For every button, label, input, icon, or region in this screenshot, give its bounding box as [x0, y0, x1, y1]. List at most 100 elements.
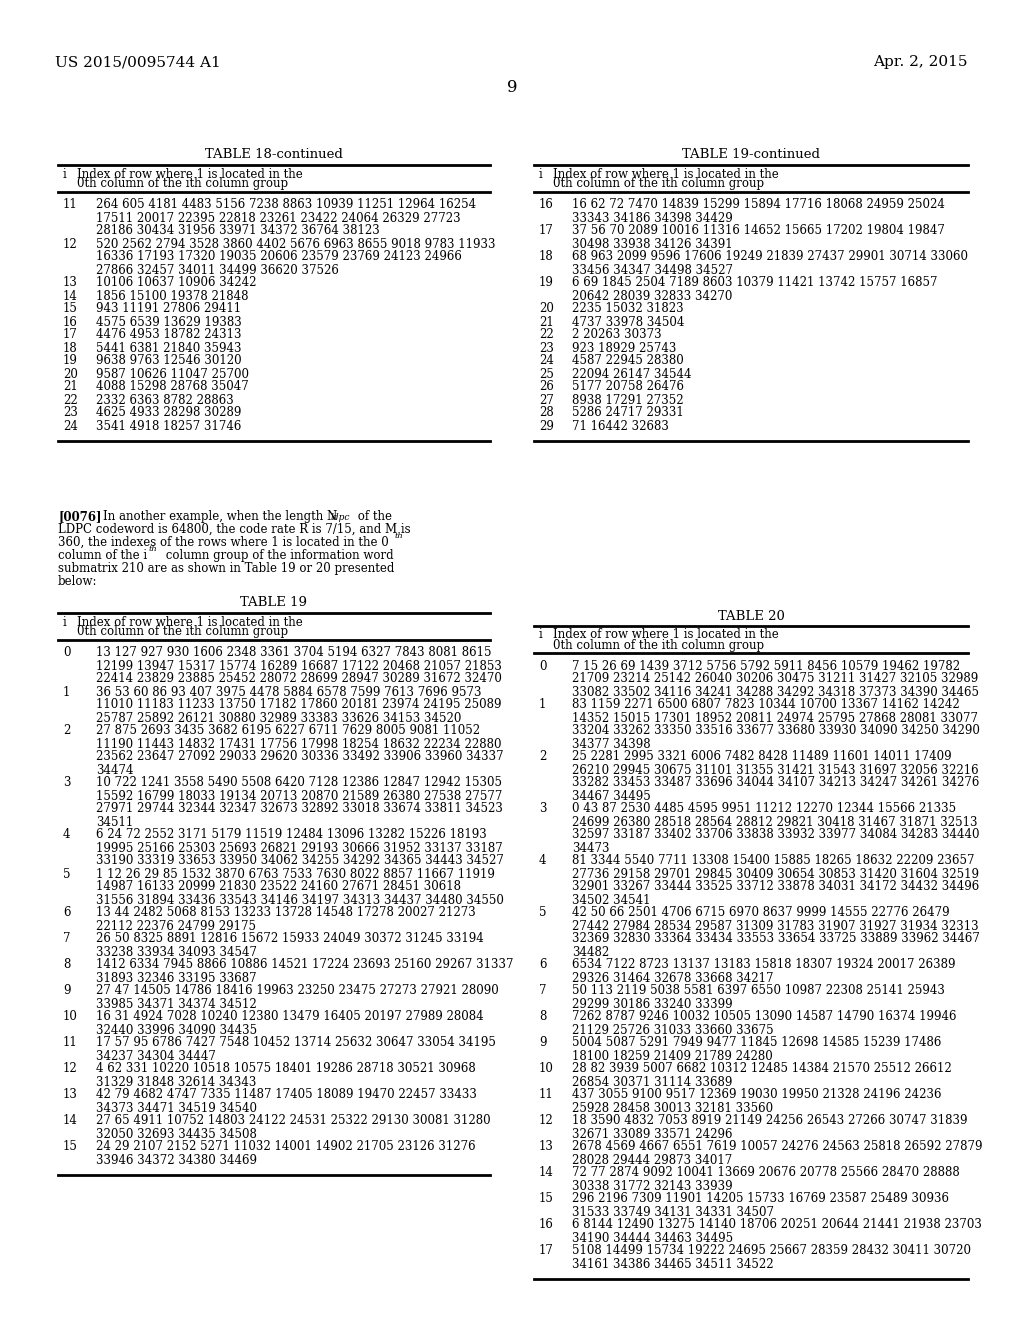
- Text: 5: 5: [539, 907, 547, 920]
- Text: 32597 33187 33402 33706 33838 33932 33977 34084 34283 34440: 32597 33187 33402 33706 33838 33932 3397…: [572, 829, 980, 842]
- Text: Index of row where 1 is located in the: Index of row where 1 is located in the: [77, 168, 303, 181]
- Text: 13: 13: [63, 1089, 78, 1101]
- Text: 19: 19: [539, 276, 554, 289]
- Text: 0: 0: [539, 660, 547, 672]
- Text: 31533 33749 34131 34331 34507: 31533 33749 34131 34331 34507: [572, 1205, 774, 1218]
- Text: 32369 32830 33364 33434 33553 33654 33725 33889 33962 34467: 32369 32830 33364 33434 33553 33654 3372…: [572, 932, 980, 945]
- Text: column group of the information word: column group of the information word: [162, 549, 393, 562]
- Text: 27 65 4911 10752 14803 24122 24531 25322 29130 30081 31280: 27 65 4911 10752 14803 24122 24531 25322…: [96, 1114, 490, 1127]
- Text: 12: 12: [63, 238, 78, 251]
- Text: 17 57 95 6786 7427 7548 10452 13714 25632 30647 33054 34195: 17 57 95 6786 7427 7548 10452 13714 2563…: [96, 1036, 496, 1049]
- Text: 20642 28039 32833 34270: 20642 28039 32833 34270: [572, 289, 732, 302]
- Text: 4088 15298 28768 35047: 4088 15298 28768 35047: [96, 380, 249, 393]
- Text: LDPC codeword is 64800, the code rate R is 7/15, and M is: LDPC codeword is 64800, the code rate R …: [58, 523, 411, 536]
- Text: i: i: [63, 615, 67, 628]
- Text: 33343 34186 34398 34429: 33343 34186 34398 34429: [572, 211, 733, 224]
- Text: 42 50 66 2501 4706 6715 6970 8637 9999 14555 22776 26479: 42 50 66 2501 4706 6715 6970 8637 9999 1…: [572, 907, 949, 920]
- Text: 21709 23214 25142 26040 30206 30475 31211 31427 32105 32989: 21709 23214 25142 26040 30206 30475 3121…: [572, 672, 978, 685]
- Text: In another example, when the length N: In another example, when the length N: [103, 510, 337, 523]
- Text: 27866 32457 34011 34499 36620 37526: 27866 32457 34011 34499 36620 37526: [96, 264, 339, 276]
- Text: i: i: [63, 168, 67, 181]
- Text: 5286 24717 29331: 5286 24717 29331: [572, 407, 684, 420]
- Text: 25: 25: [539, 367, 554, 380]
- Text: 8938 17291 27352: 8938 17291 27352: [572, 393, 684, 407]
- Text: 33204 33262 33350 33516 33677 33680 33930 34090 34250 34290: 33204 33262 33350 33516 33677 33680 3393…: [572, 725, 980, 738]
- Text: 34237 34304 34447: 34237 34304 34447: [96, 1049, 216, 1063]
- Text: 29299 30186 33240 33399: 29299 30186 33240 33399: [572, 998, 732, 1011]
- Text: 26: 26: [539, 380, 554, 393]
- Text: 2332 6363 8782 28863: 2332 6363 8782 28863: [96, 393, 233, 407]
- Text: 4575 6539 13629 19383: 4575 6539 13629 19383: [96, 315, 242, 329]
- Text: TABLE 20: TABLE 20: [718, 610, 784, 623]
- Text: 33946 34372 34380 34469: 33946 34372 34380 34469: [96, 1154, 257, 1167]
- Text: 32901 33267 33444 33525 33712 33878 34031 34172 34432 34496: 32901 33267 33444 33525 33712 33878 3403…: [572, 880, 979, 894]
- Text: 21129 25726 31033 33660 33675: 21129 25726 31033 33660 33675: [572, 1023, 773, 1036]
- Text: 25 2281 2995 3321 6006 7482 8428 11489 11601 14011 17409: 25 2281 2995 3321 6006 7482 8428 11489 1…: [572, 751, 951, 763]
- Text: 16: 16: [539, 1218, 554, 1232]
- Text: th: th: [150, 545, 158, 553]
- Text: 296 2196 7309 11901 14205 15733 16769 23587 25489 30936: 296 2196 7309 11901 14205 15733 16769 23…: [572, 1192, 949, 1205]
- Text: 12: 12: [539, 1114, 554, 1127]
- Text: 2: 2: [63, 725, 71, 738]
- Text: 14: 14: [539, 1167, 554, 1180]
- Text: 4737 33978 34504: 4737 33978 34504: [572, 315, 684, 329]
- Text: 34190 34444 34463 34495: 34190 34444 34463 34495: [572, 1232, 733, 1245]
- Text: 11: 11: [539, 1089, 554, 1101]
- Text: 19: 19: [63, 355, 78, 367]
- Text: 6 69 1845 2504 7189 8603 10379 11421 13742 15757 16857: 6 69 1845 2504 7189 8603 10379 11421 137…: [572, 276, 938, 289]
- Text: 15: 15: [63, 302, 78, 315]
- Text: 14: 14: [63, 1114, 78, 1127]
- Text: i: i: [539, 168, 543, 181]
- Text: 34511: 34511: [96, 816, 133, 829]
- Text: th: th: [395, 532, 403, 540]
- Text: TABLE 18-continued: TABLE 18-continued: [205, 149, 343, 161]
- Text: 31329 31848 32614 34343: 31329 31848 32614 34343: [96, 1076, 256, 1089]
- Text: 22094 26147 34544: 22094 26147 34544: [572, 367, 691, 380]
- Text: 0th column of the ith column group: 0th column of the ith column group: [553, 639, 764, 652]
- Text: 6: 6: [539, 958, 547, 972]
- Text: 7: 7: [539, 985, 547, 998]
- Text: 4 62 331 10220 10518 10575 18401 19286 28718 30521 30968: 4 62 331 10220 10518 10575 18401 19286 2…: [96, 1063, 476, 1076]
- Text: 2678 4569 4667 6551 7619 10057 24276 24563 25818 26592 27879: 2678 4569 4667 6551 7619 10057 24276 245…: [572, 1140, 982, 1154]
- Text: 23562 23647 27092 29033 29620 30336 33492 33906 33960 34337: 23562 23647 27092 29033 29620 30336 3349…: [96, 751, 504, 763]
- Text: Index of row where 1 is located in the: Index of row where 1 is located in the: [553, 168, 778, 181]
- Text: 34467 34495: 34467 34495: [572, 789, 650, 803]
- Text: 33282 33453 33487 33696 34044 34107 34213 34247 34261 34276: 33282 33453 33487 33696 34044 34107 3421…: [572, 776, 979, 789]
- Text: 15592 16799 18033 19134 20713 20870 21589 26380 27538 27577: 15592 16799 18033 19134 20713 20870 2158…: [96, 789, 503, 803]
- Text: 6: 6: [63, 907, 71, 920]
- Text: 33190 33319 33653 33950 34062 34255 34292 34365 34443 34527: 33190 33319 33653 33950 34062 34255 3429…: [96, 854, 504, 867]
- Text: 9: 9: [63, 985, 71, 998]
- Text: 3: 3: [539, 803, 547, 816]
- Text: 923 18929 25743: 923 18929 25743: [572, 342, 677, 355]
- Text: 32440 33996 34090 34435: 32440 33996 34090 34435: [96, 1023, 257, 1036]
- Text: column of the i: column of the i: [58, 549, 147, 562]
- Text: 18 3590 4832 7053 8919 21149 24256 26543 27266 30747 31839: 18 3590 4832 7053 8919 21149 24256 26543…: [572, 1114, 968, 1127]
- Text: 0th column of the ith column group: 0th column of the ith column group: [77, 626, 288, 639]
- Text: 4476 4953 18782 24313: 4476 4953 18782 24313: [96, 329, 242, 342]
- Text: 4: 4: [539, 854, 547, 867]
- Text: 13: 13: [539, 1140, 554, 1154]
- Text: 27736 29158 29701 29845 30409 30654 30853 31420 31604 32519: 27736 29158 29701 29845 30409 30654 3085…: [572, 867, 979, 880]
- Text: 943 11191 27806 29411: 943 11191 27806 29411: [96, 302, 241, 315]
- Text: 0th column of the ith column group: 0th column of the ith column group: [553, 177, 764, 190]
- Text: 9638 9763 12546 30120: 9638 9763 12546 30120: [96, 355, 242, 367]
- Text: 8: 8: [539, 1011, 547, 1023]
- Text: 28028 29444 29873 34017: 28028 29444 29873 34017: [572, 1154, 732, 1167]
- Text: 14352 15015 17301 18952 20811 24974 25795 27868 28081 33077: 14352 15015 17301 18952 20811 24974 2579…: [572, 711, 978, 725]
- Text: 7 15 26 69 1439 3712 5756 5792 5911 8456 10579 19462 19782: 7 15 26 69 1439 3712 5756 5792 5911 8456…: [572, 660, 961, 672]
- Text: 37 56 70 2089 10016 11316 14652 15665 17202 19804 19847: 37 56 70 2089 10016 11316 14652 15665 17…: [572, 224, 945, 238]
- Text: 23: 23: [539, 342, 554, 355]
- Text: 0: 0: [63, 647, 71, 660]
- Text: 3541 4918 18257 31746: 3541 4918 18257 31746: [96, 420, 242, 433]
- Text: 33238 33934 34093 34547: 33238 33934 34093 34547: [96, 945, 257, 958]
- Text: 23: 23: [63, 407, 78, 420]
- Text: 26854 30371 31114 33689: 26854 30371 31114 33689: [572, 1076, 732, 1089]
- Text: 16336 17193 17320 19035 20606 23579 23769 24123 24966: 16336 17193 17320 19035 20606 23579 2376…: [96, 251, 462, 264]
- Text: 11: 11: [63, 1036, 78, 1049]
- Text: 14987 16133 20999 21830 23522 24160 27671 28451 30618: 14987 16133 20999 21830 23522 24160 2767…: [96, 880, 461, 894]
- Text: 36 53 60 86 93 407 3975 4478 5884 6578 7599 7613 7696 9573: 36 53 60 86 93 407 3975 4478 5884 6578 7…: [96, 685, 481, 698]
- Text: 13 127 927 930 1606 2348 3361 3704 5194 6327 7843 8081 8615: 13 127 927 930 1606 2348 3361 3704 5194 …: [96, 647, 492, 660]
- Text: 11: 11: [63, 198, 78, 211]
- Text: 12199 13947 15317 15774 16289 16687 17122 20468 21057 21853: 12199 13947 15317 15774 16289 16687 1712…: [96, 660, 502, 672]
- Text: 42 79 4682 4747 7335 11487 17405 18089 19470 22457 33433: 42 79 4682 4747 7335 11487 17405 18089 1…: [96, 1089, 477, 1101]
